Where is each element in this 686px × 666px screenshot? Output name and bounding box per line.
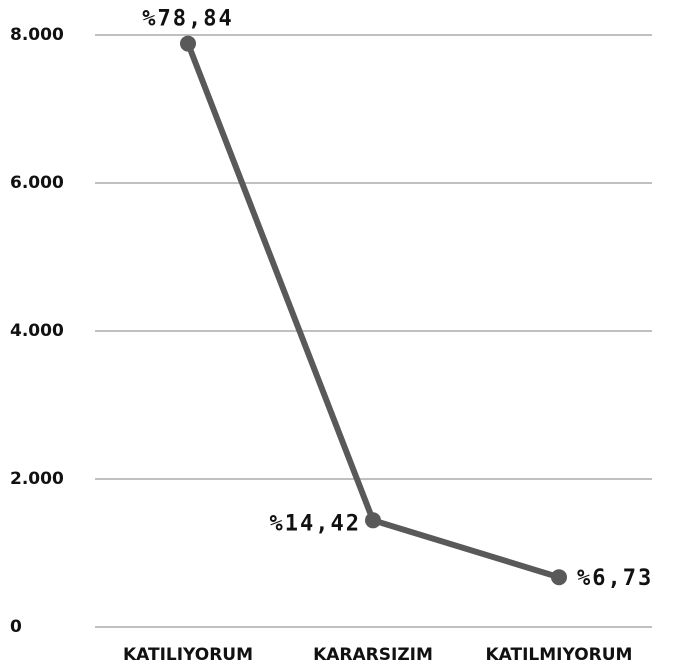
y-tick-label: 4.000	[10, 321, 64, 341]
data-label: %78,84	[142, 7, 233, 32]
y-tick-label: 8.000	[10, 25, 64, 45]
point	[365, 512, 381, 529]
point	[180, 35, 196, 52]
x-tick-label: KATILIYORUM	[123, 645, 253, 665]
y-tick-label: 6.000	[10, 173, 64, 193]
y-tick-label: 0	[10, 617, 22, 637]
data-label: %6,73	[577, 566, 653, 591]
line	[185, 42, 560, 581]
data-label: %14,42	[270, 511, 361, 536]
point	[551, 569, 567, 586]
x-tick-label: KARARSIZIM	[313, 645, 433, 665]
y-tick-label: 2.000	[10, 469, 64, 489]
x-tick-label: KATILMIYORUM	[486, 645, 633, 665]
